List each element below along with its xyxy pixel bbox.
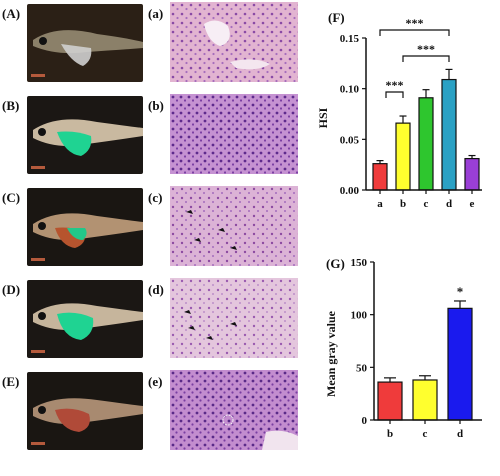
chart-G-panel-label: (G): [326, 256, 345, 271]
G-sig-d-label: *: [457, 284, 464, 299]
F-sig-a-b-bracket: [385, 91, 404, 98]
fish-photo-D: [27, 280, 143, 358]
fish-photo-E: [27, 372, 143, 450]
histology-image-e: [170, 370, 298, 450]
F-bar-b: [395, 122, 411, 191]
F-sig-a-d-label: ***: [406, 16, 424, 30]
chart-F-y-axis-label: HSI: [316, 107, 330, 128]
F-xtick-label: b: [400, 198, 406, 210]
panel-label-a: (a): [148, 6, 164, 21]
F-ytick-label: 0.00: [340, 185, 360, 197]
F-bar-e: [464, 157, 480, 191]
F-sig-a-b-label: ***: [386, 78, 404, 92]
histology-image-b: [170, 94, 298, 174]
G-bar-d: [447, 307, 473, 421]
F-xtick-label: d: [446, 198, 452, 210]
chart-F: (F) HSI 0.00 0.05 0.10 0.15 a b c d e *** *** ***: [316, 10, 482, 210]
G-ytick-label: 150: [351, 257, 368, 269]
G-xtick-label: c: [423, 428, 428, 440]
G-bar-b: [377, 381, 403, 421]
panel-label-A: (A): [2, 6, 21, 21]
G-bar-c: [412, 379, 438, 421]
fish-photo-B: [27, 96, 143, 174]
F-xtick-label: a: [377, 198, 383, 210]
histology-image-d: [170, 278, 298, 358]
F-ytick-label: 0.15: [340, 33, 360, 45]
panel-label-B: (B): [2, 98, 20, 113]
G-xtick-label: d: [457, 428, 463, 440]
G-ytick-label: 0: [362, 415, 368, 427]
G-xtick-label: b: [387, 428, 393, 440]
chart-F-panel-label: (F): [328, 10, 345, 25]
histology-image-a: [170, 2, 298, 82]
F-bar-d: [441, 78, 457, 191]
F-xtick-label: c: [424, 198, 429, 210]
F-sig-b-d-label: ***: [417, 42, 435, 56]
chart-G-y-axis-label: Mean gray value: [324, 310, 338, 397]
panel-label-d: (d): [148, 282, 164, 297]
panel-label-b: (b): [148, 98, 164, 113]
F-bar-a: [372, 163, 388, 191]
F-sig-b-d-bracket: [402, 55, 450, 62]
F-xtick-label: e: [470, 198, 475, 210]
panel-label-c: (c): [148, 190, 163, 205]
panel-label-D: (D): [2, 282, 21, 297]
F-ytick-label: 0.10: [340, 84, 360, 96]
chart-G: (G) Mean gray value 0 50 100 150 b c d *: [324, 256, 482, 440]
fish-photo-C: [27, 188, 143, 266]
F-ytick-label: 0.05: [340, 134, 360, 146]
F-sig-a-d-bracket: [379, 29, 450, 36]
fish-photo-A: [27, 4, 143, 82]
panel-label-E: (E): [2, 374, 20, 389]
F-bar-c: [418, 97, 434, 191]
G-ytick-label: 50: [356, 362, 368, 374]
histology-image-c: [170, 186, 298, 266]
panel-label-C: (C): [2, 190, 21, 205]
panel-label-e: (e): [148, 374, 163, 389]
G-ytick-label: 100: [351, 310, 368, 322]
